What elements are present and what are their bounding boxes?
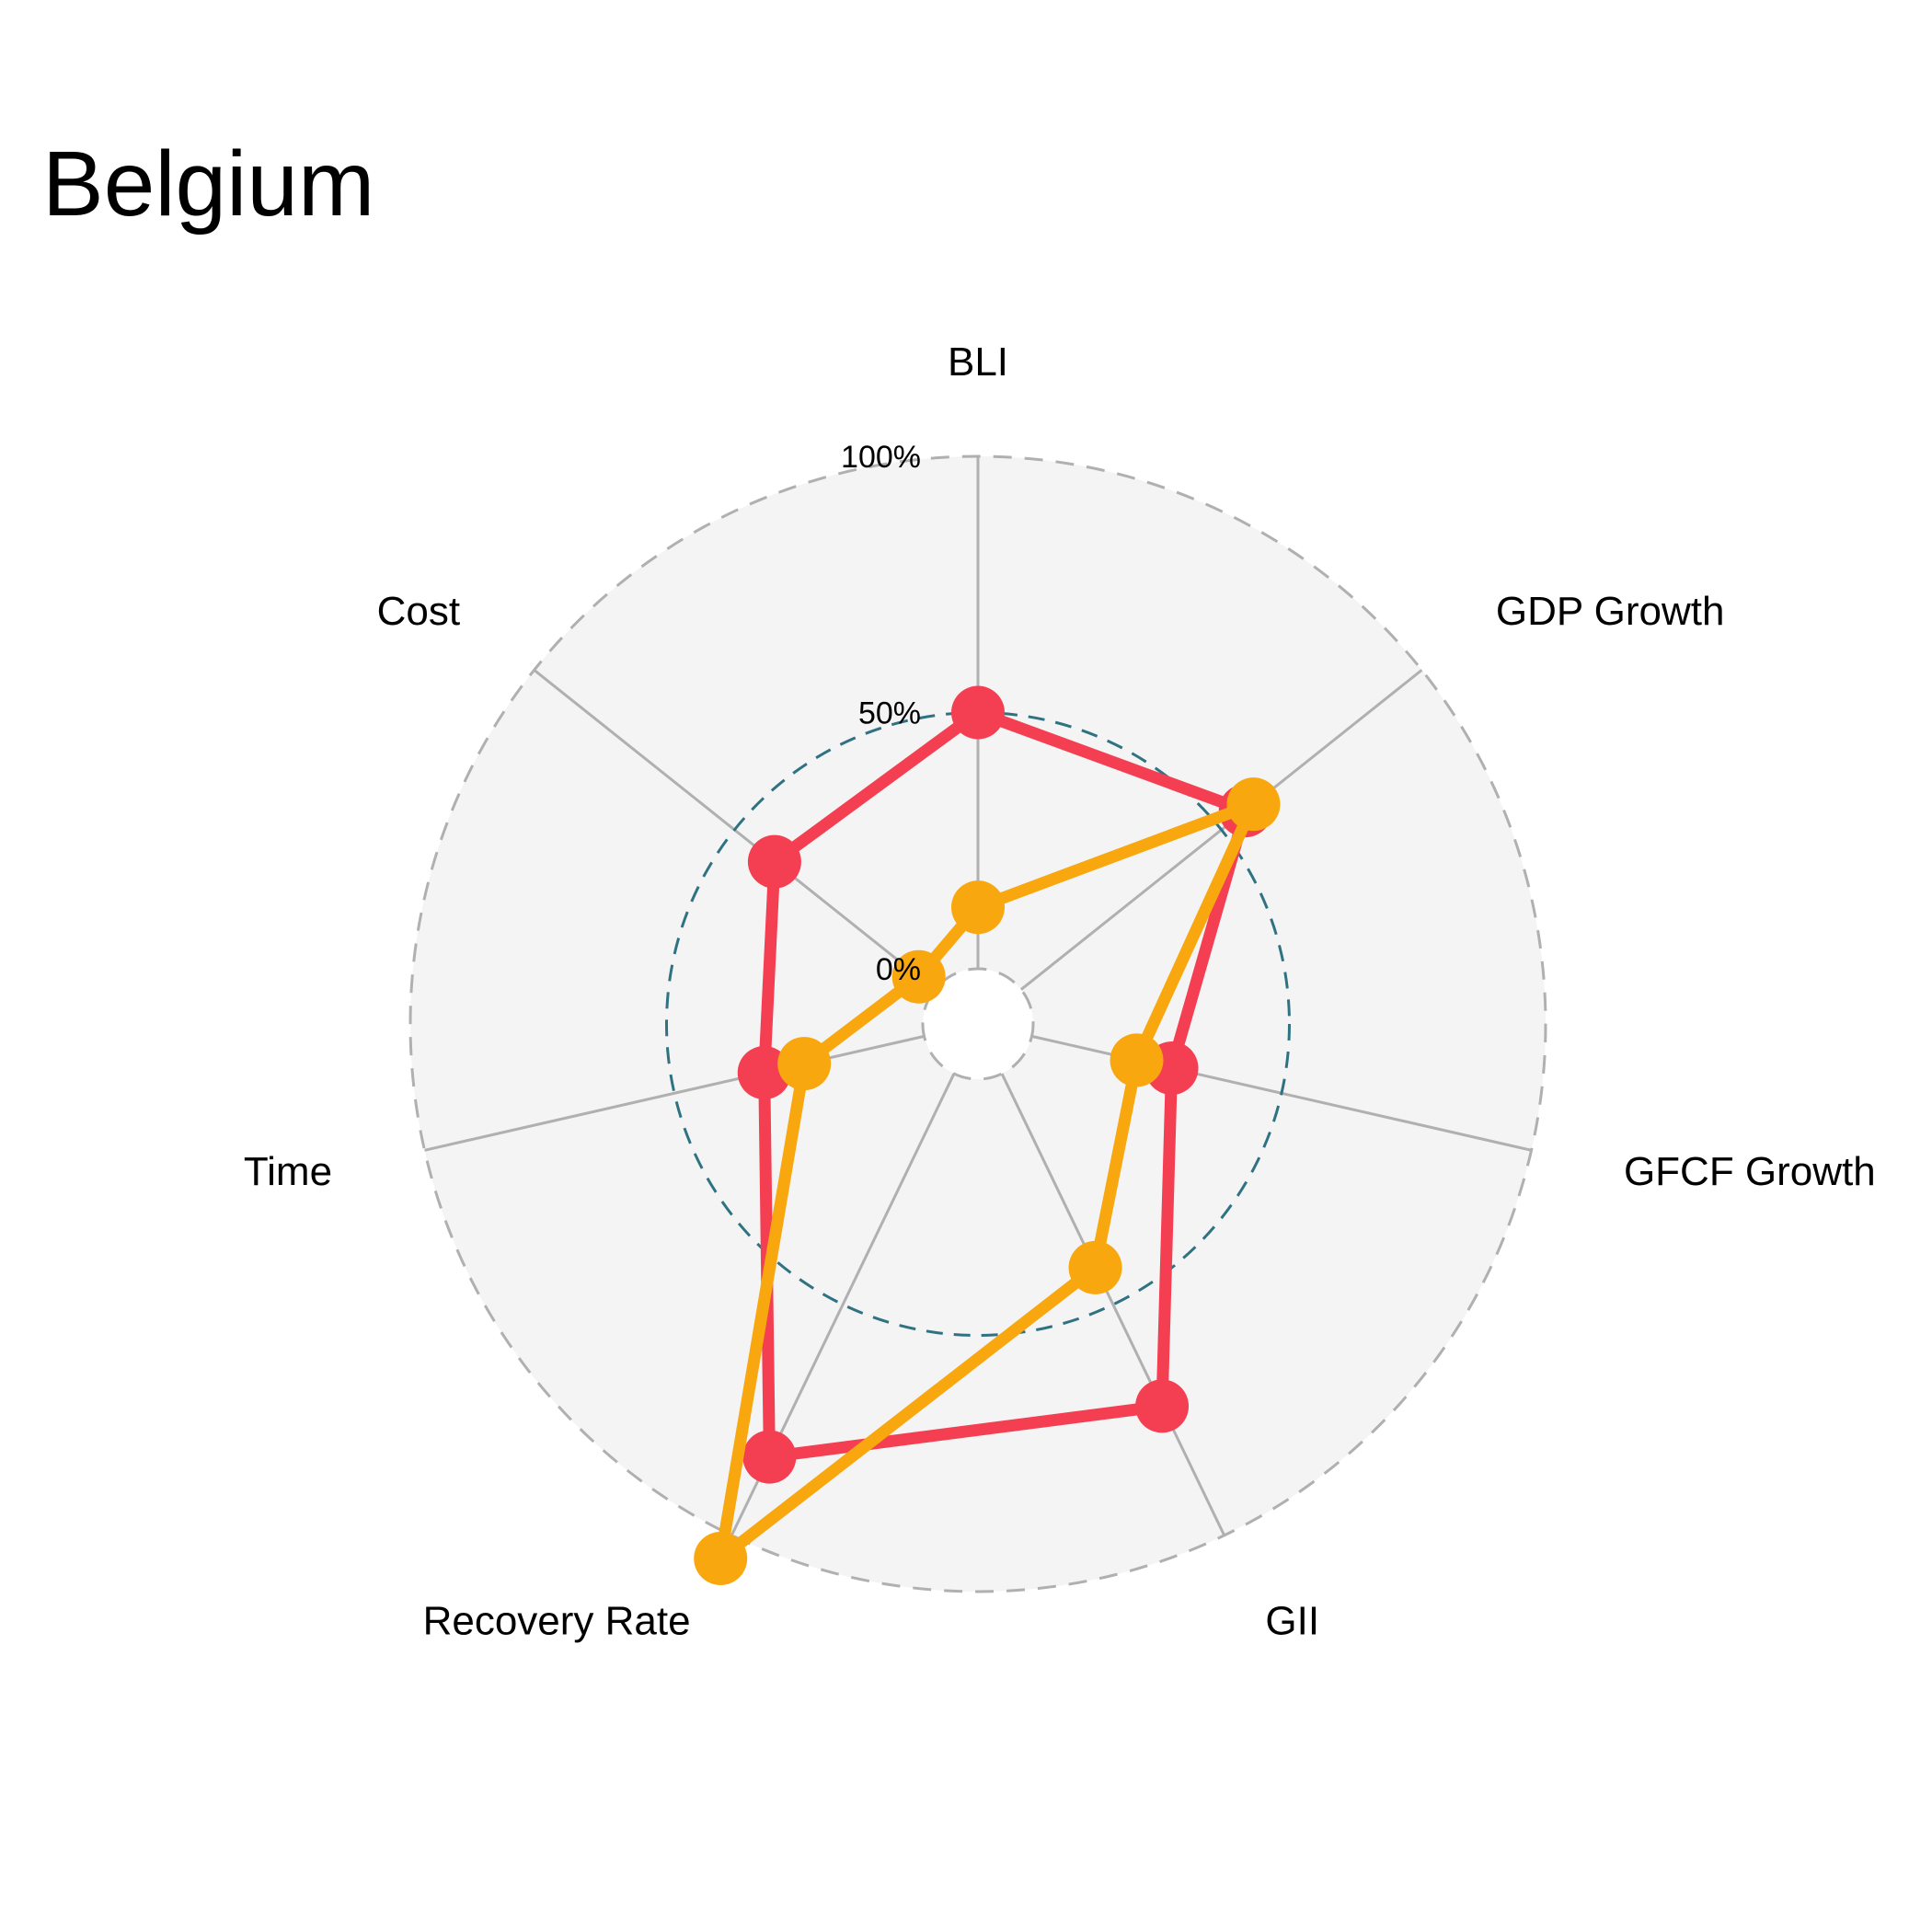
series-point [694, 1531, 748, 1585]
chart-title: Belgium [42, 132, 375, 236]
radar-ring [408, 454, 1547, 1593]
series-point [742, 1430, 797, 1484]
axis-label: GDP Growth [1496, 589, 1725, 634]
series-point [1135, 1379, 1190, 1433]
axis-label: GII [1265, 1599, 1319, 1644]
radar-background [410, 456, 1546, 1592]
radar-disc [410, 456, 1546, 1592]
axis-label: Recovery Rate [423, 1599, 691, 1644]
radar-ring-labels: 0% 50% 100% [841, 440, 921, 987]
series-point [1068, 1240, 1122, 1294]
ring-label: 50% [858, 696, 921, 731]
radar-spoke [1000, 1073, 1226, 1536]
radar-axis-labels: BLI GDP Growth GFCF Growth GII Recovery Rate… [244, 339, 1876, 1644]
series-point [737, 1046, 791, 1100]
series-point [1110, 1033, 1164, 1087]
ring-label: 100% [841, 440, 921, 475]
series-point [951, 685, 1005, 740]
radar-series [694, 685, 1281, 1585]
ring-label: 0% [876, 952, 921, 987]
radar-ring [921, 967, 1035, 1081]
axis-label: Cost [377, 589, 460, 634]
series-point [891, 949, 946, 1004]
series-point [1226, 777, 1281, 832]
axis-label: GFCF Growth [1624, 1149, 1876, 1194]
series-point [747, 834, 801, 889]
axis-label: BLI [948, 339, 1008, 385]
series-point [951, 880, 1005, 935]
axis-label: Time [244, 1149, 332, 1194]
series-point [777, 1037, 832, 1091]
radar-spoke [424, 1034, 925, 1152]
